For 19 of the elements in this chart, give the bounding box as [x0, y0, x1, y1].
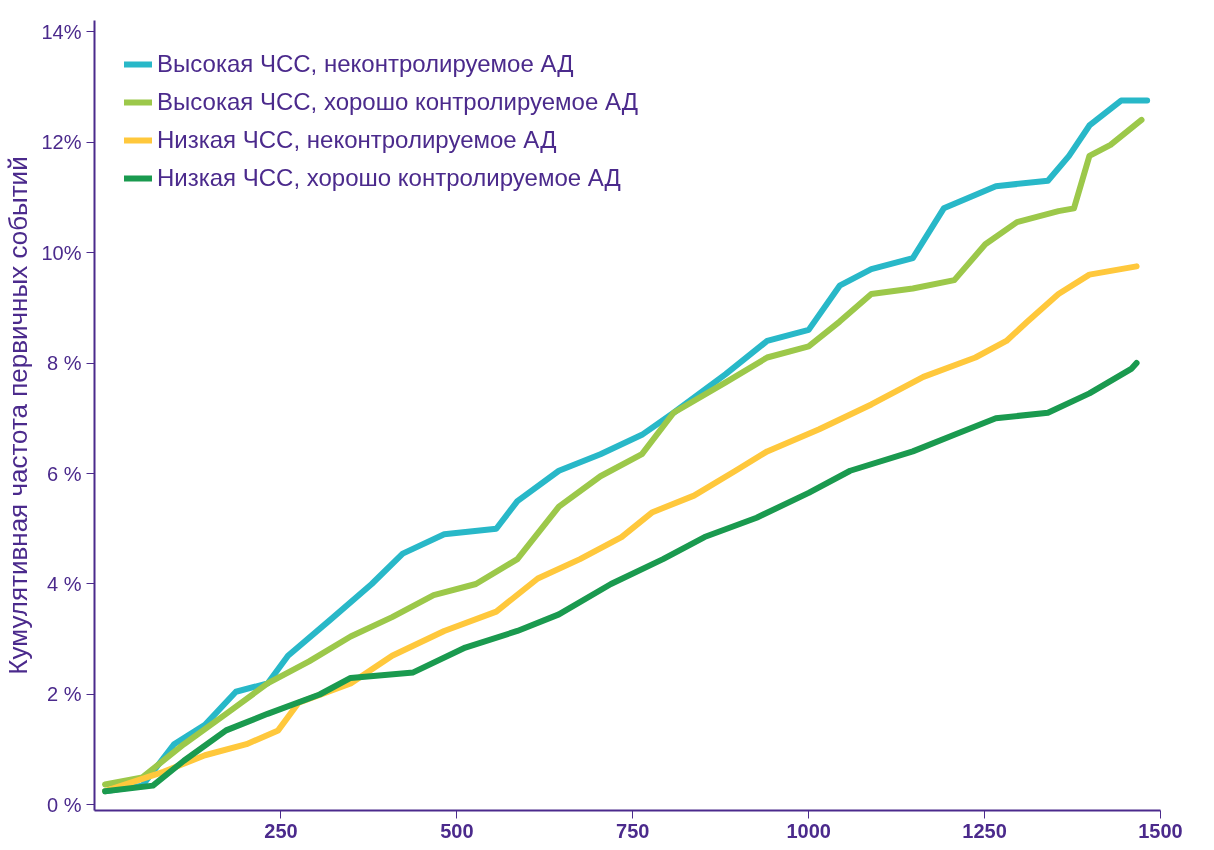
- x-tick-label: 500: [440, 819, 474, 842]
- legend-label: Высокая ЧСС, хорошо контролируемое АД: [157, 88, 638, 116]
- y-axis-title: Кумулятивная частота первичных событий: [3, 156, 34, 675]
- legend-label: Низкая ЧСС, неконтролируемое АД: [157, 126, 557, 154]
- legend-label: Низкая ЧСС, хорошо контролируемое АД: [157, 164, 621, 192]
- y-tick-label: 14%: [41, 20, 82, 43]
- x-tick-label: 1250: [962, 819, 1007, 842]
- y-tick-label: 4 %: [47, 573, 82, 595]
- x-tick-label: 1000: [786, 819, 831, 842]
- y-tick-label: 6 %: [47, 462, 82, 485]
- y-tick-label: 2 %: [47, 683, 82, 706]
- x-tick-label: 1500: [1138, 819, 1183, 842]
- y-tick-label: 8 %: [47, 352, 82, 375]
- x-tick-label: 750: [616, 819, 650, 842]
- y-tick-label: 12%: [41, 131, 82, 154]
- x-tick-label: 250: [264, 819, 298, 842]
- y-tick-label: 0 %: [47, 793, 82, 816]
- legend-label: Высокая ЧСС, неконтролируемое АД: [157, 50, 574, 78]
- y-tick-label: 10%: [41, 241, 82, 264]
